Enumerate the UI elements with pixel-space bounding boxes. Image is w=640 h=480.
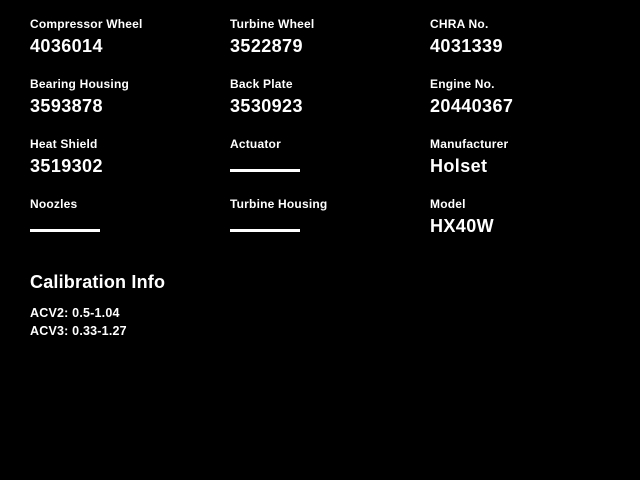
field-value: 4036014 (30, 36, 103, 56)
field-label: Actuator (230, 137, 281, 151)
field-value: HX40W (430, 216, 495, 236)
calibration-acv3-line: ACV3: 0.33-1.27 (30, 324, 127, 338)
field-value: 3519302 (30, 156, 103, 176)
empty-value-dash (230, 169, 300, 172)
field-turbine-wheel: Turbine Wheel 3522879 (230, 17, 430, 77)
field-value: 4031339 (430, 36, 503, 56)
part-fields-grid: Compressor Wheel 4036014 Turbine Wheel 3… (30, 17, 630, 257)
field-bearing-housing: Bearing Housing 3593878 (30, 77, 230, 137)
field-turbine-housing: Turbine Housing (230, 197, 430, 257)
field-label: Engine No. (430, 77, 495, 91)
field-label: Turbine Housing (230, 197, 328, 211)
field-value: 20440367 (430, 96, 514, 116)
field-value: 3522879 (230, 36, 303, 56)
field-compressor-wheel: Compressor Wheel 4036014 (30, 17, 230, 77)
field-manufacturer: Manufacturer Holset (430, 137, 630, 197)
field-label: Bearing Housing (30, 77, 130, 91)
field-noozles: Noozles (30, 197, 230, 257)
field-back-plate: Back Plate 3530923 (230, 77, 430, 137)
empty-value-dash (30, 229, 100, 232)
field-value: 3530923 (230, 96, 303, 116)
field-label: Noozles (30, 197, 78, 211)
calibration-lines: ACV2: 0.5-1.04 ACV3: 0.33-1.27 (30, 304, 165, 340)
field-label: Back Plate (230, 77, 293, 91)
calibration-acv2-line: ACV2: 0.5-1.04 (30, 306, 120, 320)
field-chra-no: CHRA No. 4031339 (430, 17, 630, 77)
field-engine-no: Engine No. 20440367 (430, 77, 630, 137)
calibration-info-section: Calibration Info ACV2: 0.5-1.04 ACV3: 0.… (30, 272, 165, 340)
field-label: CHRA No. (430, 17, 489, 31)
field-label: Turbine Wheel (230, 17, 315, 31)
field-label: Manufacturer (430, 137, 509, 151)
field-value: 3593878 (30, 96, 103, 116)
field-label: Heat Shield (30, 137, 98, 151)
field-heat-shield: Heat Shield 3519302 (30, 137, 230, 197)
empty-value-dash (230, 229, 300, 232)
field-label: Compressor Wheel (30, 17, 143, 31)
field-model: Model HX40W (430, 197, 630, 257)
field-label: Model (430, 197, 466, 211)
calibration-info-title: Calibration Info (30, 272, 166, 292)
field-value: Holset (430, 156, 488, 176)
field-actuator: Actuator (230, 137, 430, 197)
